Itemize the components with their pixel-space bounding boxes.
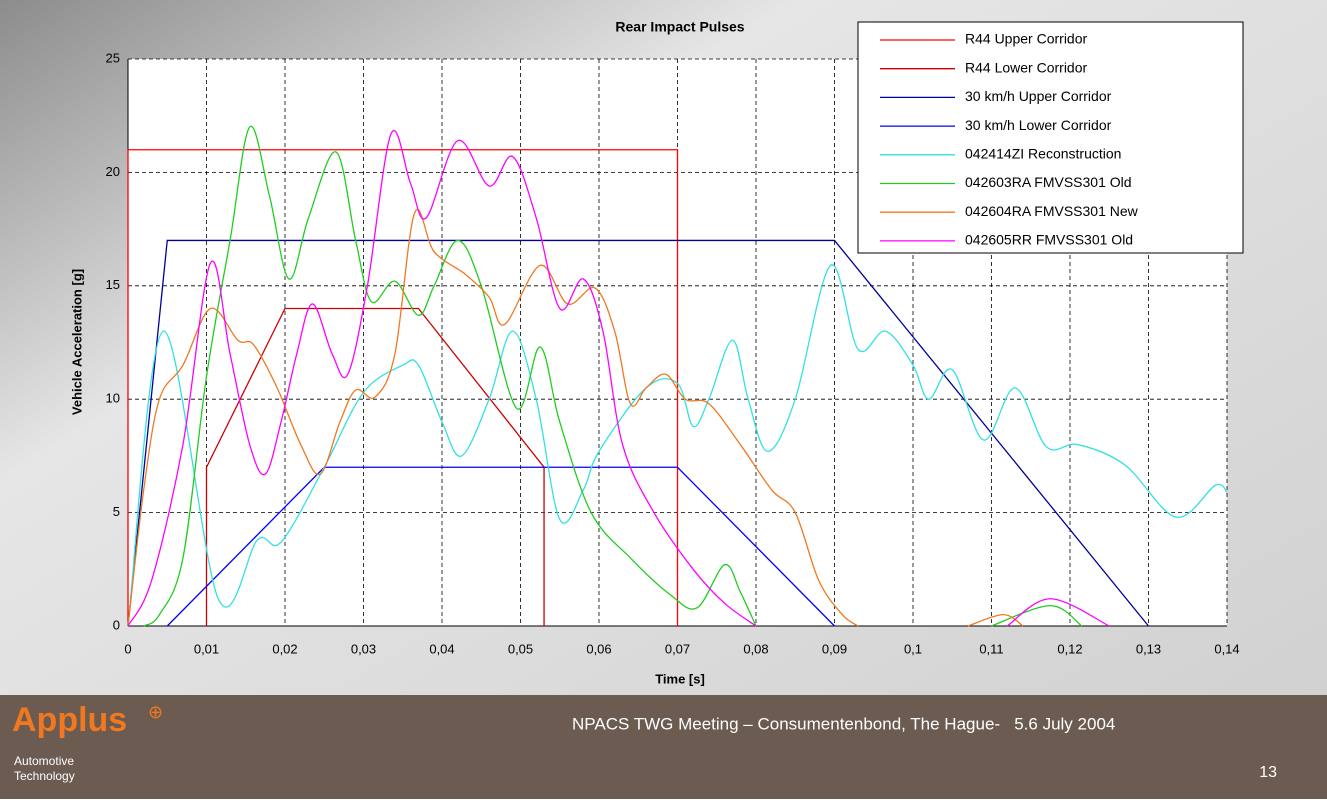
x-tick-label: 0,11	[979, 641, 1003, 656]
x-tick-label: 0,07	[665, 641, 690, 656]
legend-label: 30 km/h Upper Corridor	[965, 88, 1112, 104]
y-tick-label: 25	[106, 50, 120, 65]
y-tick-label: 15	[106, 277, 120, 292]
legend-label: R44 Lower Corridor	[965, 59, 1087, 75]
chart-title: Rear Impact Pulses	[615, 19, 744, 35]
y-tick-label: 0	[113, 617, 120, 632]
legend-label: 042603RA FMVSS301 Old	[965, 174, 1132, 190]
legend-label: 042604RA FMVSS301 New	[965, 203, 1139, 219]
x-tick-label: 0,02	[272, 641, 297, 656]
series-line	[127, 130, 1110, 627]
y-tick-label: 10	[106, 391, 120, 406]
logo-sub: Technology	[14, 769, 75, 783]
legend-label: 042605RR FMVSS301 Old	[965, 232, 1133, 248]
legend: R44 Upper Corridor R44 Lower Corridor 30 k…	[857, 21, 1244, 254]
legend-box	[857, 21, 1244, 254]
series-line	[127, 209, 1024, 627]
y-tick-label: 20	[106, 164, 120, 179]
x-tick-label: 0,1	[904, 641, 922, 656]
x-tick-label: 0,03	[351, 641, 376, 656]
x-tick-label: 0,04	[429, 641, 454, 656]
logo-sub: Automotive	[14, 754, 74, 768]
footer-band	[0, 695, 1327, 799]
x-tick-label: 0,14	[1214, 641, 1239, 656]
x-tick-label: 0,12	[1057, 641, 1082, 656]
series-line	[205, 307, 545, 626]
x-tick-label: 0,09	[822, 641, 847, 656]
legend-label: 042414ZI Reconstruction	[965, 146, 1121, 162]
series-line	[143, 125, 1083, 627]
x-axis-label: Time [s]	[655, 671, 705, 686]
series-lines	[127, 125, 1228, 627]
y-axis-label: Vehicle Acceleration [g]	[69, 269, 84, 415]
x-tick-label: 0,06	[586, 641, 611, 656]
series-line	[166, 466, 835, 627]
logo: Applus	[12, 701, 127, 739]
series-line	[127, 264, 1228, 627]
x-tick-label: 0,05	[508, 641, 533, 656]
footer-text: NPACS TWG Meeting – Consumentenbond, The…	[572, 714, 1115, 733]
legend-label: 30 km/h Lower Corridor	[965, 117, 1112, 133]
legend-label: R44 Upper Corridor	[965, 31, 1087, 47]
x-tick-label: 0,01	[194, 641, 219, 656]
page-number: 13	[1259, 764, 1277, 781]
series-line	[127, 149, 679, 626]
x-tick-label: 0,13	[1136, 641, 1161, 656]
x-tick-label: 0	[124, 641, 131, 656]
y-tick-label: 5	[113, 504, 120, 519]
logo-mark: ⊕	[148, 702, 163, 722]
x-tick-label: 0,08	[743, 641, 768, 656]
